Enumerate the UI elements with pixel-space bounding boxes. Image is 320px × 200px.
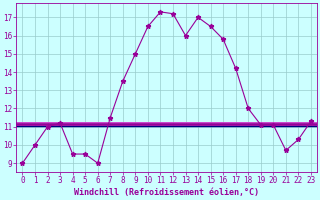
X-axis label: Windchill (Refroidissement éolien,°C): Windchill (Refroidissement éolien,°C) [74, 188, 259, 197]
